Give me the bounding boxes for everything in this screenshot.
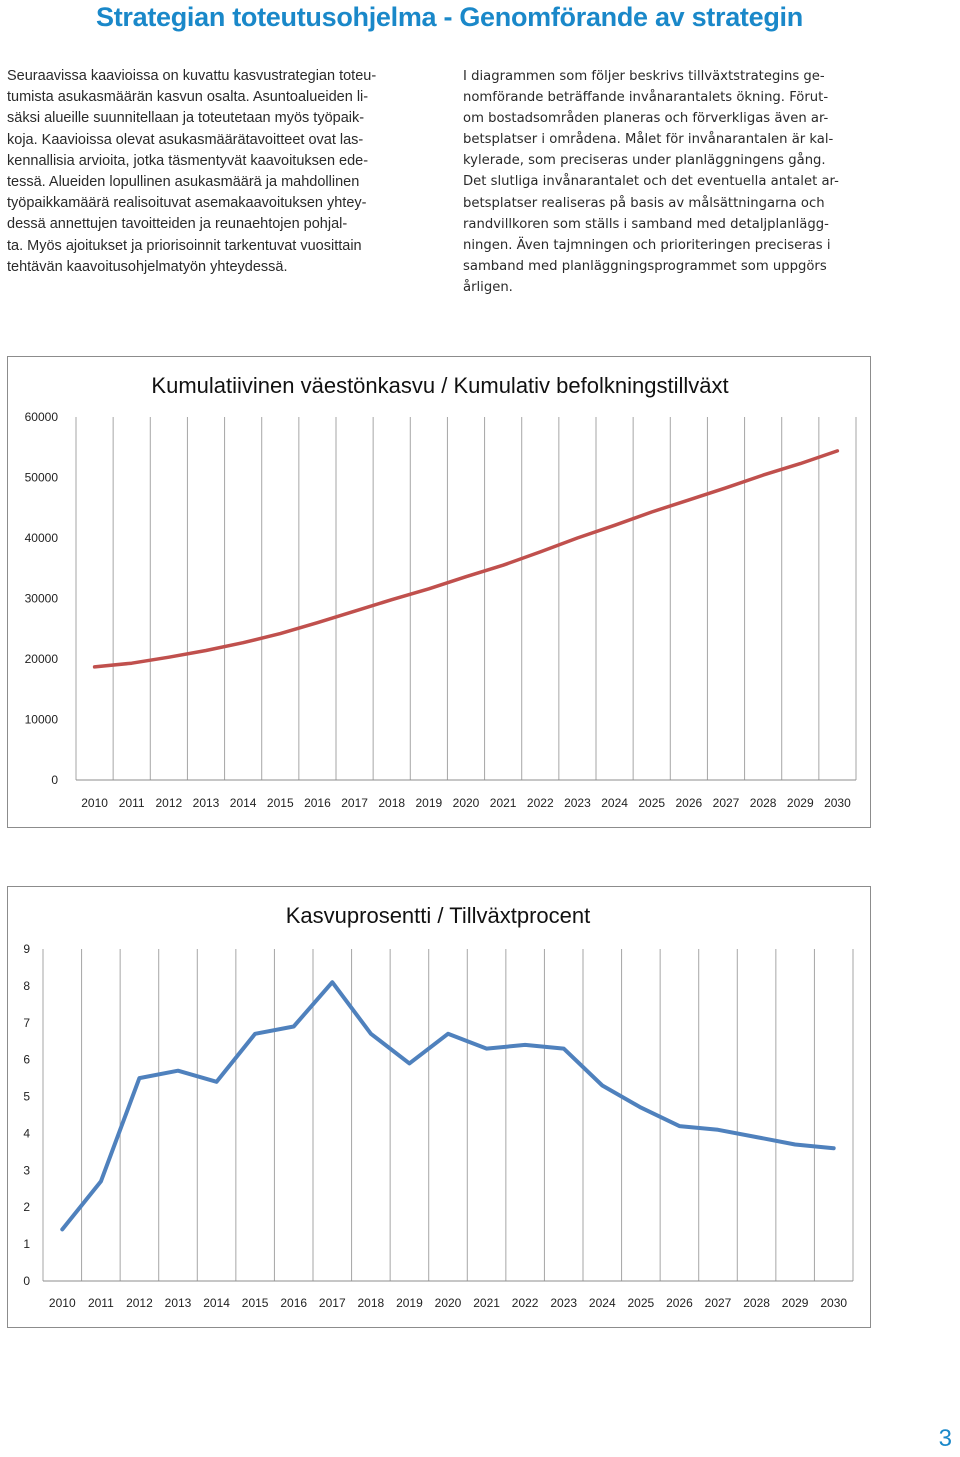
x-tick-label: 2017 <box>341 796 368 810</box>
text-line: Seuraavissa kaavioissa on kuvattu kasvus… <box>7 68 377 84</box>
text-line: työpaikkamäärä realisoituvat asemakaavoi… <box>7 195 367 212</box>
text-line: samband med planläggningsprogrammet som … <box>463 258 827 274</box>
y-tick-label: 60000 <box>25 410 59 424</box>
x-tick-label: 2014 <box>203 1296 230 1310</box>
y-tick-label: 6 <box>23 1053 30 1067</box>
x-tick-label: 2011 <box>119 796 145 810</box>
text-line: tehtävän kaavoitusohjelmatyön yhteydessä… <box>7 258 288 275</box>
x-tick-label: 2024 <box>589 1296 616 1310</box>
x-tick-label: 2018 <box>358 1296 385 1310</box>
x-tick-label: 2015 <box>267 796 294 810</box>
y-tick-label: 40000 <box>25 531 59 545</box>
x-tick-label: 2030 <box>820 1296 847 1310</box>
x-tick-label: 2026 <box>666 1296 693 1310</box>
swedish-paragraph: I diagrammen som följer beskrivs tillväx… <box>463 66 903 298</box>
y-tick-label: 50000 <box>25 471 59 485</box>
y-tick-label: 4 <box>23 1126 30 1140</box>
x-tick-label: 2021 <box>473 1296 500 1310</box>
text-line: årligen. <box>463 279 513 295</box>
y-tick-label: 20000 <box>25 652 59 666</box>
growth-rate-chart: Kasvuprosentti / Tillväxtprocent 0 1 2 3 4 5 6 7… <box>7 886 871 1328</box>
x-tick-label: 2017 <box>319 1296 346 1310</box>
x-tick-label: 2023 <box>550 1296 577 1310</box>
x-tick-label: 2025 <box>628 1296 655 1310</box>
growth-rate-chart-svg: Kasvuprosentti / Tillväxtprocent 0 1 2 3 4 5 6 7… <box>23 903 854 1310</box>
text-line: om bostadsområden planeras och förverkli… <box>463 111 829 127</box>
text-line: Det slutliga invånarantalet och det even… <box>463 174 839 190</box>
text-line: kennallisia arvioita, jotka täsmentyvät … <box>7 152 369 169</box>
x-tick-label: 2028 <box>750 796 777 810</box>
x-tick-label: 2013 <box>165 1296 192 1310</box>
y-tick-label: 0 <box>51 773 58 787</box>
y-tick-label: 9 <box>23 942 30 956</box>
page-number: 3 <box>938 1425 952 1452</box>
x-tick-label: 2022 <box>527 796 554 810</box>
chart-title: Kumulatiivinen väestönkasvu / Kumulativ … <box>151 373 728 398</box>
x-tick-label: 2025 <box>638 796 665 810</box>
y-tick-label: 10000 <box>25 713 59 727</box>
x-tick-label: 2024 <box>601 796 628 810</box>
text-line: betsplatser i områdena. Målet för invåna… <box>463 132 834 148</box>
y-tick-label: 7 <box>23 1016 30 1030</box>
x-tick-label: 2012 <box>156 796 183 810</box>
x-tick-label: 2019 <box>416 796 443 810</box>
x-tick-label: 2029 <box>782 1296 809 1310</box>
page-title: Strategian toteutusohjelma - Genomförand… <box>96 2 803 32</box>
text-line: dessä annettujen tavoitteiden ja reunaeh… <box>7 216 348 233</box>
x-tick-label: 2029 <box>787 796 814 810</box>
finnish-paragraph: Seuraavissa kaavioissa on kuvattu kasvus… <box>7 66 437 278</box>
text-line: ningen. Även tajmningen och prioritering… <box>463 237 831 253</box>
chart-title: Kasvuprosentti / Tillväxtprocent <box>286 903 590 928</box>
x-tick-label: 2011 <box>88 1296 114 1310</box>
x-tick-label: 2022 <box>512 1296 539 1310</box>
x-tick-label: 2016 <box>280 1296 307 1310</box>
x-tick-label: 2018 <box>378 796 405 810</box>
text-line: I diagrammen som följer beskrivs tillväx… <box>463 69 825 84</box>
x-tick-label: 2020 <box>435 1296 462 1310</box>
text-line: nomförande beträffande invånarantalets ö… <box>463 90 829 106</box>
text-line: betsplatser realiseras på basis av målsä… <box>463 195 825 211</box>
y-tick-label: 30000 <box>25 592 59 606</box>
text-line: randvillkoren som ställs i samband med d… <box>463 216 829 232</box>
y-tick-label: 1 <box>23 1237 30 1251</box>
text-line: kylerade, som preciseras under planläggn… <box>463 153 826 169</box>
x-tick-label: 2019 <box>396 1296 423 1310</box>
text-line: säksi alueille suunnitellaan ja toteutet… <box>7 110 365 127</box>
text-line: tessä. Alueiden lopullinen asukasmäärä j… <box>7 174 360 191</box>
x-tick-label: 2023 <box>564 796 591 810</box>
x-tick-label: 2010 <box>49 1296 76 1310</box>
x-tick-label: 2013 <box>193 796 220 810</box>
x-tick-label: 2028 <box>743 1296 770 1310</box>
y-tick-label: 5 <box>23 1090 30 1104</box>
y-tick-label: 8 <box>23 979 30 993</box>
x-tick-label: 2020 <box>453 796 480 810</box>
text-line: tumista asukasmäärän kasvun osalta. Asun… <box>7 89 369 106</box>
x-tick-label: 2030 <box>824 796 851 810</box>
population-growth-chart-svg: Kumulatiivinen väestönkasvu / Kumulativ … <box>25 373 857 810</box>
population-growth-chart: Kumulatiivinen väestönkasvu / Kumulativ … <box>7 356 871 828</box>
x-tick-label: 2012 <box>126 1296 153 1310</box>
x-tick-label: 2026 <box>676 796 703 810</box>
x-tick-label: 2016 <box>304 796 331 810</box>
series-line <box>60 980 836 1232</box>
text-line: koja. Kaavioissa olevat asukasmäärätavoi… <box>7 131 364 148</box>
x-tick-label: 2027 <box>713 796 740 810</box>
y-tick-label: 0 <box>23 1274 30 1288</box>
x-tick-label: 2021 <box>490 796 517 810</box>
series-line <box>92 449 840 669</box>
y-tick-label: 2 <box>23 1200 30 1214</box>
x-tick-label: 2027 <box>705 1296 732 1310</box>
x-tick-label: 2015 <box>242 1296 269 1310</box>
x-tick-label: 2010 <box>81 796 108 810</box>
x-tick-label: 2014 <box>230 796 257 810</box>
swedish-paragraph-text: I diagrammen som följer beskrivs tillväx… <box>463 66 903 298</box>
finnish-paragraph-text: Seuraavissa kaavioissa on kuvattu kasvus… <box>7 66 437 278</box>
y-tick-label: 3 <box>23 1163 30 1177</box>
text-line: ta. Myös ajoitukset ja priorisoinnit tar… <box>7 237 362 254</box>
